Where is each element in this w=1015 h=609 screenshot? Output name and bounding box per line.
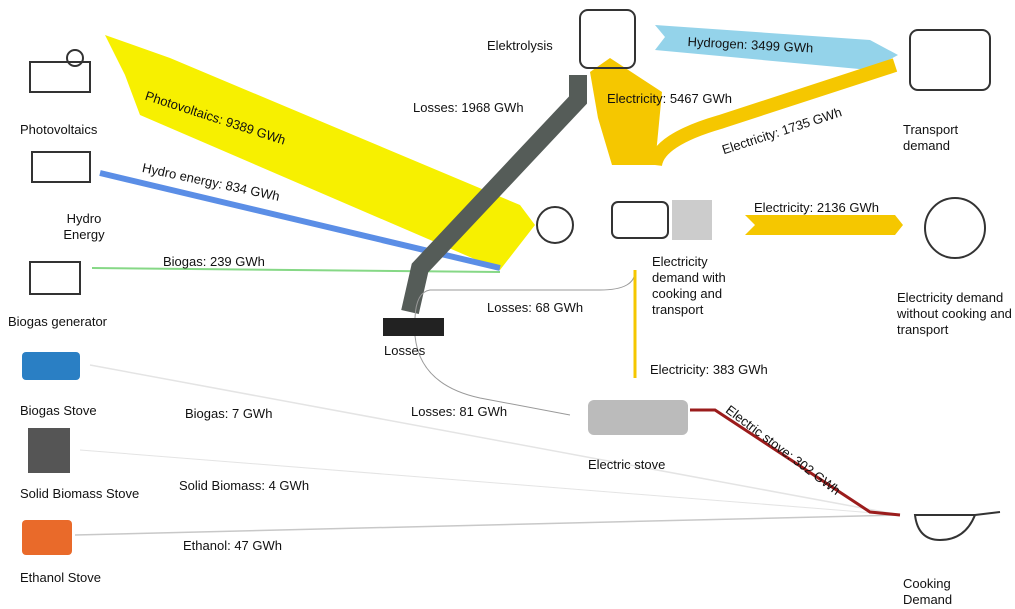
ethanol-stove-icon (22, 520, 72, 555)
node-label: Biogas Stove (20, 403, 97, 419)
link-label: Solid Biomass: 4 GWh (179, 478, 309, 494)
node-label: Elektrolysis (487, 38, 553, 54)
node-label: Electricity demand with cooking and tran… (652, 254, 752, 318)
node-label: Ethanol Stove (20, 570, 101, 586)
node-label: Electric stove (588, 457, 665, 473)
losses-node (383, 318, 444, 336)
electricity-transport-flow (655, 65, 895, 165)
node-label: Cooking Demand (903, 576, 973, 608)
pv-icon (30, 62, 90, 92)
link-label: Electricity: 383 GWh (650, 362, 768, 378)
link-label: Losses: 68 GWh (487, 300, 583, 316)
biomass-stove-icon (28, 428, 70, 473)
electricity-icon (925, 198, 985, 258)
electricity-elektrolysis-flow (590, 58, 662, 165)
node-label: Electricity demand without cooking and t… (897, 290, 1012, 338)
transport-icon (910, 30, 990, 90)
electric-stove-icon (588, 400, 688, 435)
lightning-icon (537, 207, 573, 243)
train-icon (612, 202, 668, 238)
electricity-demand-flow (745, 215, 903, 235)
sankey-diagram: Photovoltaics Hydro Energy Biogas genera… (0, 0, 1015, 609)
cooktop-icon (672, 200, 712, 240)
photovoltaics-flow (105, 35, 535, 270)
link-label: Losses: 1968 GWh (413, 100, 524, 116)
biogas-flow (92, 268, 500, 272)
link-label: Biogas: 7 GWh (185, 406, 272, 422)
node-label: Solid Biomass Stove (20, 486, 139, 502)
link-label: Losses: 81 GWh (411, 404, 507, 420)
link-label: Electricity: 5467 GWh (607, 91, 732, 107)
node-label: Losses (384, 343, 425, 359)
elektrolysis-icon (580, 10, 635, 68)
sun-icon (67, 50, 83, 66)
node-label: Biogas generator (8, 314, 107, 330)
biogas-icon (30, 262, 80, 294)
hydro-icon (32, 152, 90, 182)
ethanol-flow (75, 515, 900, 535)
link-label: Ethanol: 47 GWh (183, 538, 282, 554)
pan-icon (915, 512, 1000, 540)
link-label: Biogas: 239 GWh (163, 254, 265, 270)
biogas-stove-icon (22, 352, 80, 380)
node-label: Photovoltaics (20, 122, 97, 138)
node-label: Hydro Energy (52, 211, 116, 243)
link-label: Electricity: 2136 GWh (754, 200, 879, 216)
node-label: Transport demand (903, 122, 983, 154)
